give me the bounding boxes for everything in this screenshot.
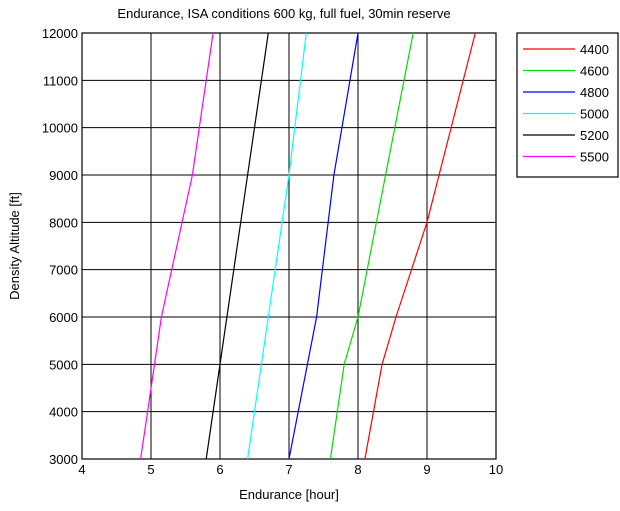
y-axis-label: Density Altitude [ft] bbox=[7, 192, 22, 300]
y-tick-label: 10000 bbox=[42, 121, 78, 136]
y-tick-label: 5000 bbox=[49, 357, 78, 372]
series-lines bbox=[140, 32, 476, 460]
legend-label-5200: 5200 bbox=[580, 128, 609, 143]
y-tick-label: 11000 bbox=[43, 73, 78, 88]
series-line-5500 bbox=[140, 32, 214, 460]
x-tick-label: 7 bbox=[285, 462, 292, 477]
legend-label-4400: 4400 bbox=[580, 42, 609, 57]
tick-labels: 4 5 6 7 8 9 10 3000 4000 5000 6000 7000 8000 9000 1000… bbox=[42, 26, 503, 477]
legend-label-5000: 5000 bbox=[580, 107, 609, 122]
series-line-4800 bbox=[288, 32, 359, 460]
x-tick-label: 9 bbox=[423, 462, 430, 477]
series-line-5000 bbox=[247, 32, 307, 460]
y-tick-label: 8000 bbox=[49, 215, 78, 230]
x-tick-label: 10 bbox=[489, 462, 503, 477]
legend-box bbox=[516, 32, 619, 178]
x-tick-label: 4 bbox=[78, 462, 85, 477]
series-line-4600 bbox=[329, 32, 414, 460]
x-tick-label: 5 bbox=[147, 462, 154, 477]
y-tick-label: 12000 bbox=[42, 26, 78, 41]
legend-label-4600: 4600 bbox=[580, 64, 609, 79]
legend-label-5500: 5500 bbox=[580, 150, 609, 165]
chart-title: Endurance, ISA conditions 600 kg, full f… bbox=[117, 6, 450, 21]
series-line-5200 bbox=[205, 32, 269, 460]
series-line-4400 bbox=[364, 32, 476, 460]
y-tick-label: 4000 bbox=[49, 405, 78, 420]
y-tick-label: 7000 bbox=[49, 263, 78, 278]
y-tick-label: 9000 bbox=[49, 168, 78, 183]
legend: 4400 4600 4800 5000 5200 5500 bbox=[516, 32, 619, 178]
y-tick-label: 3000 bbox=[49, 452, 78, 467]
y-tick-label: 6000 bbox=[49, 310, 78, 325]
x-tick-label: 8 bbox=[354, 462, 361, 477]
x-axis-label: Endurance [hour] bbox=[239, 487, 339, 502]
legend-label-4800: 4800 bbox=[580, 85, 609, 100]
x-tick-label: 6 bbox=[216, 462, 223, 477]
